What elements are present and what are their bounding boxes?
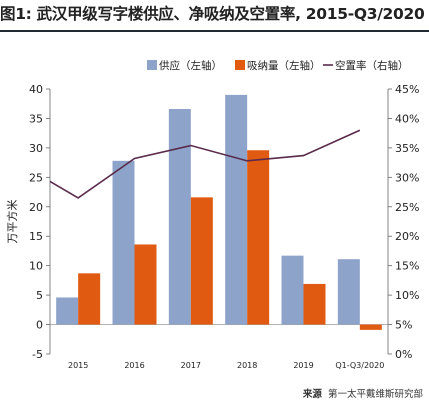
supply-bar (112, 160, 135, 325)
legend: 供应（左轴） 吸纳量（左轴） 空置率（右轴） (147, 59, 409, 72)
left-axis-tick-label: 20 (29, 201, 43, 214)
left-axis-tick-label: 0 (36, 319, 43, 332)
right-axis-tick-label: 20% (395, 230, 419, 243)
chart: 供应（左轴） 吸纳量（左轴） 空置率（右轴） -5 0 5 10 15 20 25 30 35 40 0… (5, 59, 419, 370)
left-axis-tick-label: 5 (36, 289, 43, 302)
vacancy-rate-line (49, 129, 361, 199)
absorption-bar (303, 283, 326, 325)
title-rule (0, 30, 429, 32)
supply-bar (281, 255, 304, 325)
chart-source: 来源 第一太平戴维斯研究部 (303, 386, 423, 400)
absorption-bar (247, 150, 270, 325)
left-axis-tick-label: -5 (32, 348, 43, 361)
right-axis-tick-label: 0% (395, 348, 412, 361)
x-tick-label: 2017 (181, 361, 201, 370)
right-axis-tick-label: 35% (395, 142, 419, 155)
bars (56, 94, 382, 330)
y-axis-title: 万平方米 (5, 200, 19, 244)
legend-swatch (147, 60, 157, 70)
source-label: 来源 (302, 389, 322, 400)
absorption-bar (134, 244, 157, 325)
legend-label: 供应（左轴） (159, 59, 222, 72)
right-axis-tick-label: 5% (395, 319, 412, 332)
source-text: 第一太平戴维斯研究部 (327, 389, 423, 400)
left-axis-tick-label: 10 (29, 260, 43, 273)
legend-label: 空置率（右轴） (335, 59, 409, 72)
legend-label: 吸纳量（左轴） (247, 59, 321, 72)
absorption-bar (359, 324, 382, 330)
left-axis-tick-label: 35 (29, 112, 43, 125)
left-axis-tick-label: 15 (29, 230, 43, 243)
legend-swatch (235, 60, 245, 70)
axes (46, 88, 392, 355)
left-axis-tick-label: 40 (29, 83, 43, 96)
left-axis-tick-label: 25 (29, 171, 43, 184)
supply-bar (56, 297, 79, 325)
absorption-bar (190, 197, 213, 325)
supply-bar (337, 259, 360, 325)
vacancy-line-series (49, 129, 361, 199)
x-tick-label: 2016 (124, 361, 144, 370)
right-axis-tick-label: 25% (395, 201, 419, 214)
chart-title: 图1: 武汉甲级写字楼供应、净吸纳及空置率, 2015-Q3/2020 (0, 5, 425, 23)
x-tick-label: 2019 (293, 361, 313, 370)
right-axis-tick-label: 10% (395, 289, 419, 302)
right-axis-tick-label: 30% (395, 171, 419, 184)
x-tick-label: 2015 (68, 361, 88, 370)
supply-bar (168, 109, 191, 325)
right-axis-tick-label: 40% (395, 112, 419, 125)
x-tick-label: Q1-Q3/2020 (335, 361, 384, 370)
absorption-bar (78, 273, 101, 325)
axis-labels: -5 0 5 10 15 20 25 30 35 40 0% 5% 10% 15% 20% 25% 30% 35%… (5, 83, 419, 370)
x-tick-label: 2018 (237, 361, 257, 370)
right-axis-tick-label: 15% (395, 260, 419, 273)
left-axis-tick-label: 30 (29, 142, 43, 155)
right-axis-tick-label: 45% (395, 83, 419, 96)
supply-bar (225, 94, 248, 325)
